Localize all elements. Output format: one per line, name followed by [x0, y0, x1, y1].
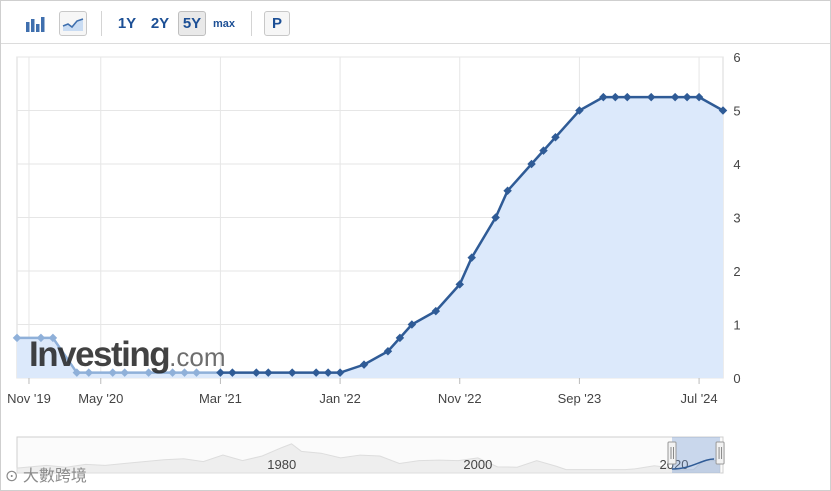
area-chart-button[interactable] — [59, 11, 87, 36]
y-tick-label: 1 — [733, 318, 740, 333]
data-point — [287, 368, 297, 377]
bar-chart-button[interactable] — [19, 11, 51, 36]
x-tick-label: Jan '22 — [319, 391, 361, 406]
data-point — [12, 333, 22, 343]
toolbar-separator — [251, 11, 252, 36]
data-point — [168, 368, 177, 377]
navigator-left-handle[interactable] — [667, 441, 677, 465]
data-point — [467, 253, 476, 262]
watermark-logo-icon: ⊙ — [5, 468, 19, 485]
data-point — [216, 368, 225, 377]
p-button[interactable]: P — [264, 11, 290, 36]
data-point — [323, 368, 333, 377]
plot-area — [12, 92, 728, 378]
data-point — [180, 368, 189, 377]
data-point — [252, 368, 261, 377]
x-tick-label: Mar '21 — [199, 391, 242, 406]
area-fill — [17, 97, 723, 378]
navigator-year-label: 2000 — [463, 457, 492, 472]
navigator-right-handle[interactable] — [715, 441, 725, 465]
range-2y-button[interactable]: 2Y — [150, 15, 170, 32]
watermark: ⊙ 大數跨境 — [5, 462, 87, 486]
y-tick-label: 0 — [733, 371, 740, 386]
data-point — [491, 213, 500, 222]
chart-toolbar: 1Y 2Y 5Y max P — [1, 1, 830, 43]
data-point — [431, 306, 441, 316]
investing-logo: Investing.com — [29, 335, 225, 375]
data-point — [144, 368, 153, 377]
y-tick-label: 6 — [733, 50, 740, 65]
navigator-year-label: 1980 — [267, 457, 296, 472]
data-point — [48, 333, 58, 343]
y-tick-label: 4 — [733, 157, 740, 172]
bar-chart-icon — [26, 16, 45, 32]
data-point — [120, 368, 129, 377]
navigator-selection-line — [672, 458, 715, 470]
x-tick-label: Nov '19 — [7, 391, 51, 406]
toolbar-separator — [101, 11, 102, 36]
data-point — [359, 360, 369, 369]
data-point — [395, 333, 405, 343]
navigator-right-handle-body — [715, 441, 725, 465]
data-point — [503, 186, 512, 195]
area-chart-icon — [62, 17, 84, 31]
range-max-button[interactable]: max — [212, 17, 236, 30]
navigator-left-handle-body — [667, 441, 677, 465]
data-point — [72, 368, 82, 377]
x-tick-label: May '20 — [78, 391, 123, 406]
range-5y-button[interactable]: 5Y — [178, 11, 206, 36]
data-point — [36, 333, 46, 343]
logo-suffix: .com — [169, 342, 226, 372]
range-1y-button[interactable]: 1Y — [117, 15, 137, 32]
y-tick-label: 3 — [733, 211, 740, 226]
range-navigator[interactable]: 198020002020 — [16, 436, 725, 474]
data-point — [192, 368, 201, 377]
x-tick-label: Sep '23 — [558, 391, 602, 406]
navigator-history-area — [16, 443, 721, 474]
data-point — [383, 347, 393, 356]
data-point — [264, 368, 273, 377]
data-point — [335, 368, 345, 377]
data-point — [455, 280, 464, 289]
x-tick-label: Jul '24 — [680, 391, 717, 406]
data-point — [228, 368, 237, 377]
data-point — [84, 368, 94, 377]
data-point — [108, 368, 117, 377]
x-axis: Nov '19 May '20 Mar '21 Jan '22 Nov '22 Sep '… — [7, 378, 718, 406]
y-tick-label: 5 — [733, 104, 740, 119]
logo-main: Investing — [29, 335, 171, 374]
watermark-text: 大數跨境 — [22, 468, 87, 485]
x-tick-label: Nov '22 — [438, 391, 482, 406]
y-tick-label: 2 — [733, 264, 740, 279]
y-axis: 0 1 2 3 4 5 6 — [733, 50, 740, 386]
navigator-selection — [672, 437, 721, 473]
data-point — [407, 320, 417, 329]
data-point — [311, 368, 321, 377]
